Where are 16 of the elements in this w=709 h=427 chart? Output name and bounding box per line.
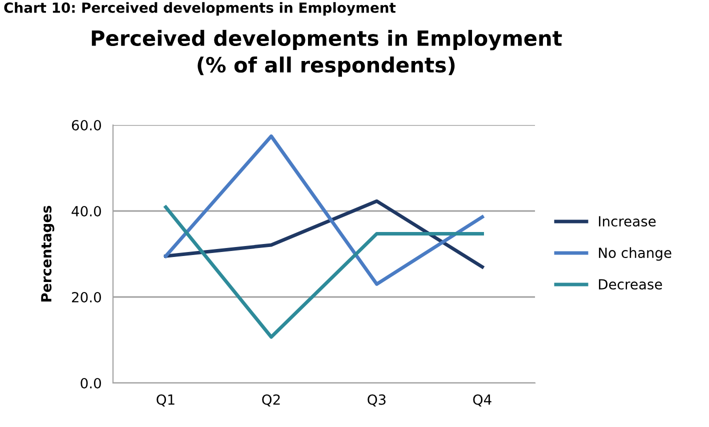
line-series	[164, 199, 484, 269]
line-series	[164, 134, 484, 286]
legend-label: Increase	[598, 216, 656, 227]
y-tick-label: 0.0	[80, 378, 101, 388]
chart-title: Perceived developments in Employment (% of all respondents)	[92, 30, 562, 77]
legend-label: No change	[598, 247, 672, 261]
x-tick-label: Q4	[473, 394, 492, 406]
y-tick-label: 60.0	[72, 120, 101, 130]
x-tick-label: Q1	[156, 394, 174, 406]
y-tick-label: 20.0	[72, 292, 101, 302]
x-tick-label: Q2	[262, 394, 280, 406]
legend-label: Decrease	[598, 279, 662, 290]
y-axis-title: Percentages	[41, 206, 54, 302]
y-tick-label: 40.0	[72, 206, 101, 216]
caption: Chart 10: Perceived developments in Employment	[4, 2, 396, 16]
x-tick-label: Q3	[368, 394, 386, 406]
